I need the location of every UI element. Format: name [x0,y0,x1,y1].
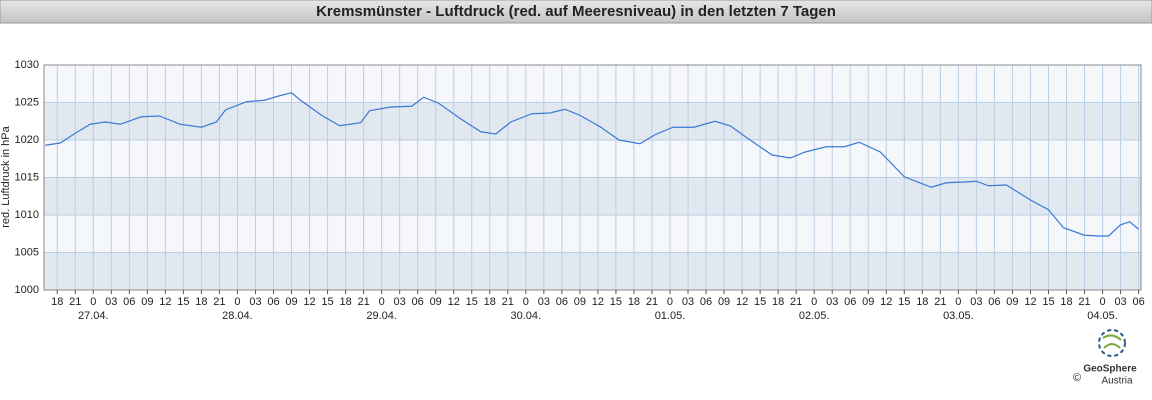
x-tick-label: 03 [394,296,406,308]
y-tick-label: 1030 [15,59,39,71]
x-tick-label: 12 [880,296,892,308]
logo-mark [1098,329,1126,357]
x-tick-label: 18 [772,296,784,308]
date-label: 04.05. [1087,310,1118,322]
plot-area [43,64,1142,291]
x-tick-label: 03 [538,296,550,308]
x-tick-label: 06 [267,296,279,308]
chart-title: Kremsmünster - Luftdruck (red. auf Meere… [316,3,836,20]
x-tick-label: 06 [700,296,712,308]
x-tick-label: 09 [1006,296,1018,308]
x-tick-label: 0 [811,296,817,308]
x-tick-label: 21 [646,296,658,308]
x-tick-label: 06 [1132,296,1144,308]
x-tick-label: 18 [484,296,496,308]
x-tick-label: 12 [1024,296,1036,308]
copyright: © [1073,372,1081,384]
x-tick-label: 21 [934,296,946,308]
x-tick-label: 0 [90,296,96,308]
date-label: 03.05. [943,310,974,322]
x-tick-label: 18 [1060,296,1072,308]
x-tick-label: 0 [1099,296,1105,308]
x-tick-label: 0 [379,296,385,308]
date-label: 28.04. [222,310,253,322]
x-tick-label: 15 [754,296,766,308]
x-tick-label: 15 [1042,296,1054,308]
y-tick-label: 1025 [15,96,39,108]
x-tick-label: 0 [523,296,529,308]
x-tick-label: 09 [862,296,874,308]
y-tick-label: 1010 [15,209,39,221]
y-tick-label: 1015 [15,171,39,183]
logo-name: GeoSphere [1083,364,1137,375]
x-tick-label: 21 [502,296,514,308]
x-tick-label: 12 [159,296,171,308]
x-tick-label: 21 [213,296,225,308]
x-tick-label: 03 [105,296,117,308]
x-tick-label: 06 [123,296,135,308]
x-tick-label: 15 [898,296,910,308]
y-tick-label: 1005 [15,246,39,258]
x-tick-label: 12 [448,296,460,308]
x-tick-label: 18 [628,296,640,308]
x-tick-label: 15 [321,296,333,308]
x-tick-label: 0 [234,296,240,308]
date-label: 01.05. [655,310,686,322]
x-tick-label: 18 [916,296,928,308]
x-tick-label: 18 [195,296,207,308]
x-tick-label: 12 [303,296,315,308]
y-axis-label: red. Luftdruck in hPa [0,125,12,227]
x-tick-label: 06 [988,296,1000,308]
x-tick-label: 09 [285,296,297,308]
logo: GeoSphere Austria © [1073,329,1137,387]
date-label: 30.04. [511,310,542,322]
date-label: 27.04. [78,310,109,322]
line [45,92,1139,237]
x-tick-label: 18 [339,296,351,308]
logo-mark [1102,334,1122,349]
date-label: 29.04. [366,310,397,322]
x-tick-label: 03 [826,296,838,308]
logo-sub: Austria [1101,376,1133,387]
x-tick-label: 12 [736,296,748,308]
x-tick-label: 09 [718,296,730,308]
x-tick-label: 06 [556,296,568,308]
x-tick-label: 03 [1114,296,1126,308]
x-tick-label: 06 [412,296,424,308]
x-tick-label: 18 [51,296,63,308]
x-tick-label: 21 [790,296,802,308]
date-label: 02.05. [799,310,830,322]
x-tick-label: 15 [466,296,478,308]
x-tick-label: 09 [430,296,442,308]
x-tick-label: 09 [141,296,153,308]
title-bar [0,0,1152,24]
x-tick-label: 21 [69,296,81,308]
x-tick-label: 06 [844,296,856,308]
x-tick-label: 09 [574,296,586,308]
x-tick-label: 15 [610,296,622,308]
x-tick-label: 21 [1078,296,1090,308]
y-tick-label: 1020 [15,134,39,146]
x-tick-label: 0 [955,296,961,308]
x-tick-label: 0 [667,296,673,308]
x-tick-label: 12 [592,296,604,308]
x-tick-label: 03 [249,296,261,308]
x-tick-label: 03 [970,296,982,308]
x-tick-label: 21 [357,296,369,308]
x-tick-label: 15 [177,296,189,308]
plot-frame [43,64,1142,291]
x-tick-label: 03 [682,296,694,308]
y-tick-label: 1000 [15,284,39,296]
